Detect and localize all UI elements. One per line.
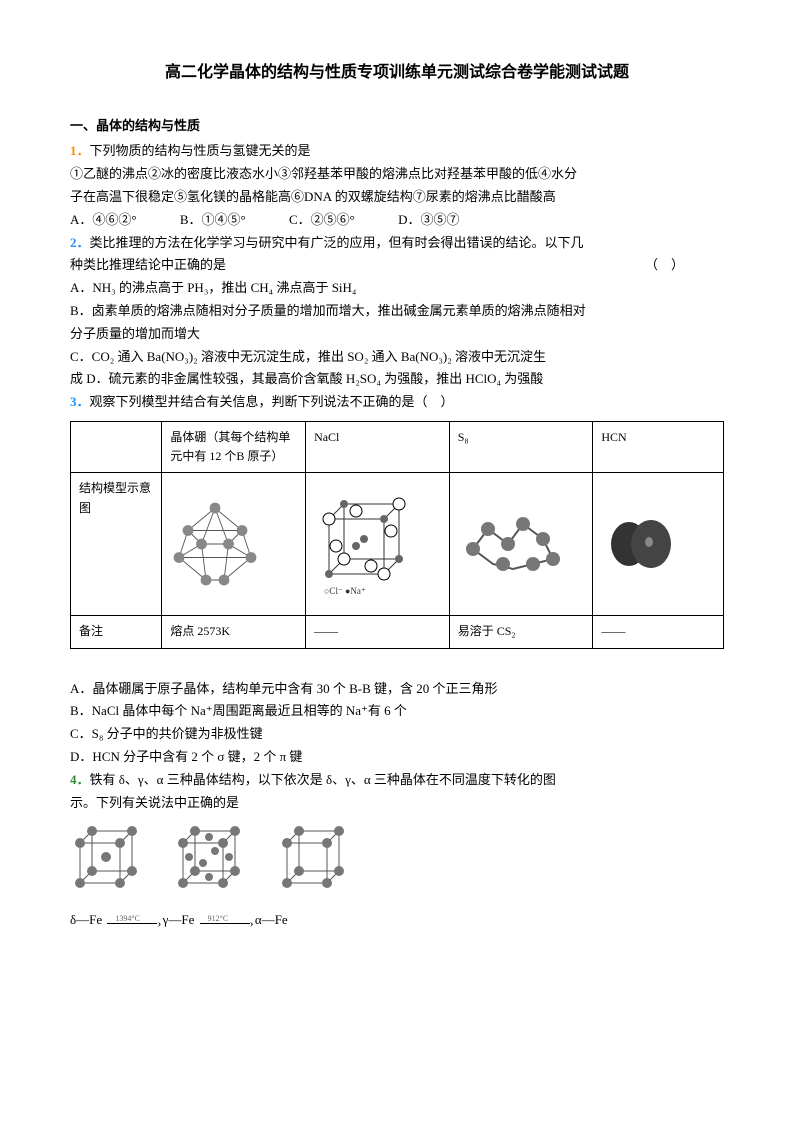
q3: 3．观察下列模型并结合有关信息，判断下列说法不正确的是（ ）: [70, 392, 724, 413]
q1-optA: A．④⑥②°: [70, 210, 137, 231]
cell: ——: [306, 616, 450, 648]
q2-stem2-row: 种类比推理结论中正确的是 （ ）: [70, 255, 724, 276]
temp1: 1394°C: [115, 913, 140, 926]
q1-line1: ①乙醚的沸点②冰的密度比液态水小③邻羟基苯甲酸的熔沸点比对羟基苯甲酸的低④水分: [70, 164, 724, 185]
q4: 4．铁有 δ、γ、α 三种晶体结构，以下依次是 δ、γ、α 三种晶体在不同温度下…: [70, 770, 724, 791]
crystal-diagrams: [70, 823, 724, 900]
cell: 晶体硼（其每个结构单元中有 12 个B 原子）: [162, 421, 306, 472]
boron-structure-icon: [162, 473, 306, 616]
cell: S₈: [449, 421, 593, 472]
s8-structure-icon: [449, 473, 593, 616]
q1-options: A．④⑥②° B．①④⑤° C．②⑤⑥° D．③⑤⑦: [70, 210, 724, 231]
q2: 2．类比推理的方法在化学学习与研究中有广泛的应用，但有时会得出错误的结论。以下几: [70, 233, 724, 254]
q3-optD: D．HCN 分子中含有 2 个 σ 键，2 个 π 键: [70, 747, 724, 768]
q3-num: 3．: [70, 394, 90, 409]
q4-stem2: 示。下列有关说法中正确的是: [70, 793, 724, 814]
q1: 1．下列物质的结构与性质与氢键无关的是: [70, 141, 724, 162]
q1-num: 1．: [70, 143, 90, 158]
cell: ——: [593, 616, 724, 648]
cell: HCN: [593, 421, 724, 472]
q2-num: 2．: [70, 235, 90, 250]
q1-optB: B．①④⑤°: [180, 210, 246, 231]
q1-stem: 下列物质的结构与性质与氢键无关的是: [90, 143, 311, 158]
table-row: 备注 熔点 2573K —— 易溶于 CS₂ ——: [71, 616, 724, 648]
q1-optD: D．③⑤⑦: [398, 210, 459, 231]
gamma-fe-cube-icon: [173, 823, 243, 893]
q3-stem: 观察下列模型并结合有关信息，判断下列说法不正确的是（ ）: [90, 394, 454, 409]
q2-optC2: 成 D．硫元素的非金属性较强，其最高价含氧酸 H₂SO₄ 为强酸，推出 HClO…: [70, 369, 724, 390]
page-title: 高二化学晶体的结构与性质专项训练单元测试综合卷学能测试试题: [70, 60, 724, 86]
q2-stem2: 种类比推理结论中正确的是: [70, 257, 226, 272]
hcn-structure-icon: [593, 473, 724, 616]
q3-table: 晶体硼（其每个结构单元中有 12 个B 原子） NaCl S₈ HCN 结构模型…: [70, 421, 724, 649]
temp2: 912°C: [208, 913, 229, 926]
q4-num: 4．: [70, 772, 90, 787]
q1-line2: 子在高温下很稳定⑤氢化镁的晶格能高⑥DNA 的双螺旋结构⑦尿素的熔沸点比醋酸高: [70, 187, 724, 208]
cell: 结构模型示意图: [71, 473, 162, 616]
q2-paren: （ ）: [645, 255, 684, 276]
cell: NaCl: [306, 421, 450, 472]
nacl-structure-icon: ○Cl⁻ ●Na⁺: [306, 473, 450, 616]
q1-optC: C．②⑤⑥°: [289, 210, 355, 231]
q2-optB2: 分子质量的增加而增大: [70, 324, 724, 345]
q4-equation: δ—Fe 1394°C γ—Fe 912°C α—Fe: [70, 910, 724, 931]
q4-stem1: 铁有 δ、γ、α 三种晶体结构，以下依次是 δ、γ、α 三种晶体在不同温度下转化…: [90, 772, 556, 787]
table-row: 晶体硼（其每个结构单元中有 12 个B 原子） NaCl S₈ HCN: [71, 421, 724, 472]
delta-fe-cube-icon: [70, 823, 140, 893]
cell: 熔点 2573K: [162, 616, 306, 648]
q3-optB: B．NaCl 晶体中每个 Na⁺周围距离最近且相等的 Na⁺有 6 个: [70, 701, 724, 722]
section-heading: 一、晶体的结构与性质: [70, 116, 724, 137]
cell: 易溶于 CS₂: [449, 616, 593, 648]
table-row: 结构模型示意图: [71, 473, 724, 616]
q2-stem1: 类比推理的方法在化学学习与研究中有广泛的应用，但有时会得出错误的结论。以下几: [90, 235, 584, 250]
q2-optB1: B．卤素单质的熔沸点随相对分子质量的增加而增大，推出碱金属元素单质的熔沸点随相对: [70, 301, 724, 322]
alpha-fe-cube-icon: [277, 823, 347, 893]
svg-text:○Cl⁻ ●Na⁺: ○Cl⁻ ●Na⁺: [324, 586, 366, 596]
q2-optC1: C．CO₂ 通入 Ba(NO₃)₂ 溶液中无沉淀生成，推出 SO₂ 通入 Ba(…: [70, 347, 724, 368]
cell: [71, 421, 162, 472]
q3-optA: A．晶体硼属于原子晶体，结构单元中含有 30 个 B-B 键，含 20 个正三角…: [70, 679, 724, 700]
q2-optA: A．NH₃ 的沸点高于 PH₃，推出 CH₄ 沸点高于 SiH₄: [70, 278, 724, 299]
cell: 备注: [71, 616, 162, 648]
q3-optC: C．S₈ 分子中的共价键为非极性键: [70, 724, 724, 745]
